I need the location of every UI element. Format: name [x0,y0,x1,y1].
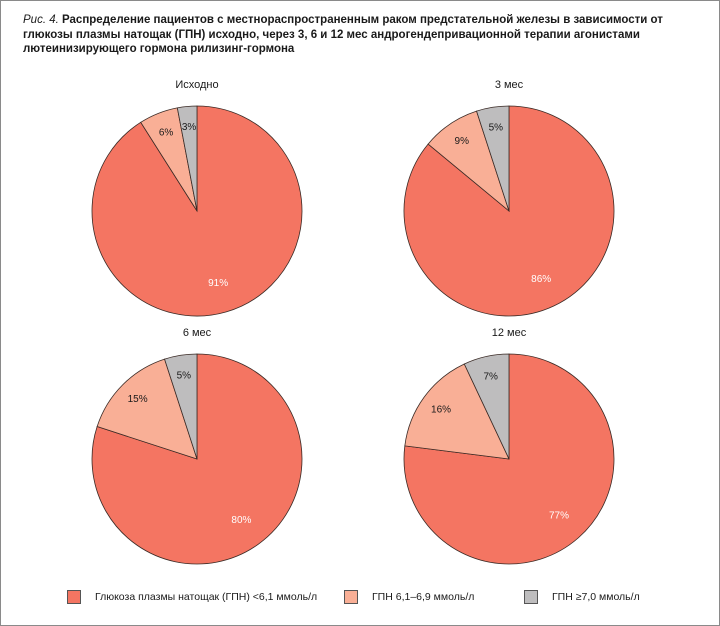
legend-item-high: ГПН ≥7,0 ммоль/л [524,590,640,604]
pie-title: Исходно [175,79,218,91]
slice-label: 15% [128,394,148,405]
pie-title: 12 мес [492,327,527,339]
pie-title: 6 мес [183,327,212,339]
pie-3: 12 мес 77% 16% 7% [403,327,615,565]
legend-swatch [524,590,538,604]
pie-slice [96,358,198,460]
pie-0: Исходно 91% 6% 3% [91,79,303,317]
pie-slice [176,105,198,212]
slice-label: 9% [455,136,470,147]
slice-label: 6% [159,128,174,139]
slice-label: 86% [531,274,551,285]
figure-number: Рис. 4. [23,14,59,26]
slice-label: 91% [208,278,228,289]
slice-label: 16% [431,404,451,415]
legend-item-normal: Глюкоза плазмы натощак (ГПН) <6,1 ммоль/… [67,590,317,604]
pie-slice [463,353,510,460]
legend-swatch [67,590,81,604]
legend-swatch [344,590,358,604]
slice-label: 3% [182,122,197,133]
caption-text: Распределение пациентов с местнораспрост… [23,14,663,55]
pie-slice [476,105,510,212]
legend-label: ГПН 6,1–6,9 ммоль/л [372,591,475,603]
legend-label: ГПН ≥7,0 ммоль/л [552,591,640,603]
legend: Глюкоза плазмы натощак (ГПН) <6,1 ммоль/… [67,590,667,610]
slice-label: 5% [177,371,192,382]
slice-label: 7% [483,372,498,383]
slice-label: 5% [489,123,504,134]
legend-label: Глюкоза плазмы натощак (ГПН) <6,1 ммоль/… [95,591,318,603]
pie-title: 3 мес [495,79,524,91]
pie-1: 3 мес 86% 9% 5% [403,79,615,317]
slice-label: 80% [231,515,251,526]
pie-slice [91,353,303,565]
pie-slice [404,363,510,460]
legend-item-intermediate: ГПН 6,1–6,9 ммоль/л [344,590,474,604]
pie-2: 6 мес 80% 15% 5% [91,327,303,565]
slice-label: 77% [549,510,569,521]
pie-slice [164,353,198,460]
figure-caption: Рис. 4. Распределение пациентов с местно… [23,13,703,57]
